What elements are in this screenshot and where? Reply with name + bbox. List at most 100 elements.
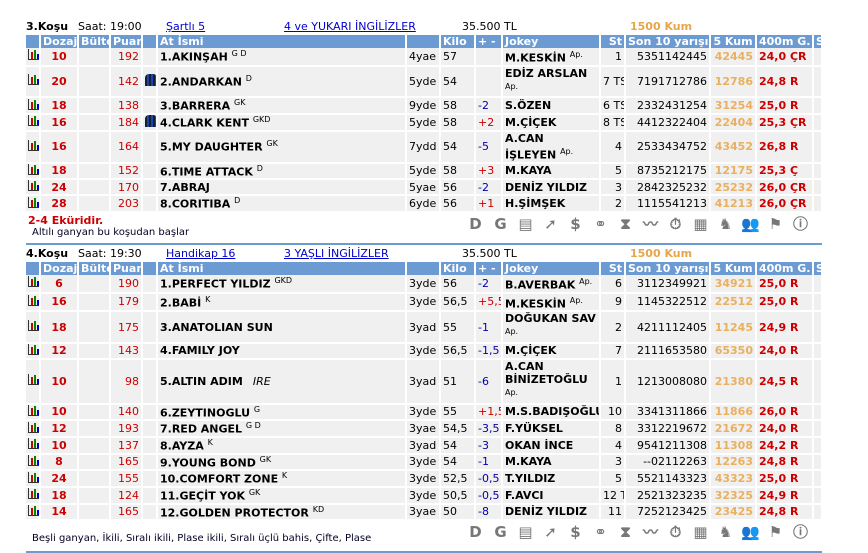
horse-row[interactable]: 28 203 8.CORITIBA D 6yde 56 +1 H.ŞİMŞEK 2 111554… <box>26 195 823 213</box>
column-header[interactable] <box>26 35 41 48</box>
horse-name[interactable]: 11.GEÇİT YOK <box>160 489 245 503</box>
jockey-name[interactable]: M.KAYA <box>505 455 552 469</box>
bar-chart-icon[interactable] <box>28 488 38 500</box>
jockey-name[interactable]: EDİZ ARSLAN <box>505 66 588 80</box>
bar-chart-icon[interactable] <box>28 139 38 151</box>
column-header[interactable]: Puan <box>110 262 143 275</box>
column-header[interactable]: 400m G. <box>756 262 814 275</box>
jockey-name[interactable]: M.ÇİÇEK <box>505 115 557 129</box>
dollar-icon[interactable]: $ <box>570 523 581 542</box>
column-header[interactable]: St <box>600 35 626 48</box>
bar-chart-icon[interactable] <box>28 74 38 86</box>
jockey-cell[interactable]: H.ŞİMŞEK <box>502 195 601 213</box>
bar-chart-icon[interactable] <box>28 320 38 332</box>
d-icon[interactable]: D <box>469 214 482 233</box>
jockey-cell[interactable]: T.YILDIZ <box>502 470 601 488</box>
column-header[interactable]: Dozaj <box>40 262 79 275</box>
column-header[interactable]: Kilo <box>440 35 476 48</box>
horse-row[interactable]: 20 142 2.ANDARKAN D 5yde 54 EDİZ ARSLAN Ap. 7 … <box>26 65 823 99</box>
bar-chart-icon[interactable] <box>28 196 38 208</box>
horse-row[interactable]: 6 190 1.PERFECT YILDIZ GKD 3yde 56 -2 B.AVERBA… <box>26 275 823 294</box>
horse-name[interactable]: 2.ANDARKAN <box>160 75 242 89</box>
horse-name-cell[interactable]: 1.PERFECT YILDIZ GKD <box>157 275 407 294</box>
stats-cell[interactable] <box>26 195 41 213</box>
horse-row[interactable]: 24 170 7.ABRAJ 5yae 56 -2 DENİZ YILDIZ 3 2842325… <box>26 179 823 197</box>
bar-chart-icon[interactable] <box>28 180 38 192</box>
horse-row[interactable]: 18 175 3.ANATOLIAN SUN 3yad 55 -1 DOĞUKAN SAV … <box>26 311 823 344</box>
column-header[interactable] <box>406 35 441 48</box>
race-group-link[interactable]: 3 YAŞLI İNGİLİZLER <box>284 247 389 260</box>
column-header[interactable]: Kilo <box>440 262 476 275</box>
horse-name-cell[interactable]: 4.FAMILY JOY <box>157 342 407 360</box>
stats-cell[interactable] <box>26 65 41 99</box>
binoculars-icon[interactable]: ⚭ <box>594 214 607 233</box>
stats-cell[interactable] <box>26 311 41 344</box>
jockey-icon[interactable]: ⚑ <box>768 214 783 233</box>
horse-row[interactable]: 16 164 5.MY DAUGHTER GK 7ydd 54 -5 A.CAN İŞLEY… <box>26 130 823 164</box>
horse-name-cell[interactable]: 9.YOUNG BOND GK <box>157 453 407 472</box>
horse-name-cell[interactable]: 10.COMFORT ZONE K <box>157 470 407 488</box>
horse-row[interactable]: 18 152 6.TIME ATTACK D 5yde 58 +3 M.KAYA 5 87352… <box>26 162 823 181</box>
jockey-cell[interactable]: A.CAN İŞLEYEN Ap. <box>502 130 601 164</box>
jockey-cell[interactable]: M.S.BADIŞOĞLU <box>502 403 601 422</box>
bar-chart-icon[interactable] <box>28 504 38 516</box>
horse-name[interactable]: 1.PERFECT YILDIZ <box>160 277 271 291</box>
stats-cell[interactable] <box>26 113 41 132</box>
column-header[interactable]: S <box>813 262 823 275</box>
binoculars-icon[interactable]: ⚭ <box>594 523 607 542</box>
horse-name[interactable]: 8.CORITIBA <box>160 197 231 211</box>
column-header[interactable]: S <box>813 35 823 48</box>
horse-row[interactable]: 8 165 9.YOUNG BOND GK 3yde 54 -1 M.KAYA 3 --0211… <box>26 453 823 472</box>
horse-name[interactable]: 10.COMFORT ZONE <box>160 472 279 486</box>
horse-name-cell[interactable]: 11.GEÇİT YOK GK <box>157 486 407 505</box>
stats-cell[interactable] <box>26 470 41 488</box>
bar-chart-icon[interactable] <box>28 115 38 127</box>
stopwatch-icon[interactable]: ⏱ <box>669 523 682 542</box>
horse-name-cell[interactable]: 12.GOLDEN PROTECTOR KD <box>157 503 407 522</box>
column-header[interactable]: St <box>600 262 626 275</box>
calculator-icon[interactable]: ▦ <box>693 523 708 542</box>
stats-cell[interactable] <box>26 97 41 115</box>
horse-name[interactable]: 7.RED ANGEL <box>160 422 243 436</box>
jockey-cell[interactable]: M.KAYA <box>502 453 601 472</box>
stats-cell[interactable] <box>26 275 41 294</box>
horse-name-cell[interactable]: 6.ZEYTINOGLU G <box>157 403 407 422</box>
column-header[interactable] <box>26 262 41 275</box>
horse-name[interactable]: 1.AKINŞAH <box>160 50 228 64</box>
jockey-name[interactable]: M.ÇİÇEK <box>505 344 557 358</box>
trend-icon[interactable]: ➚ <box>544 214 557 233</box>
horse-icon[interactable]: ♞ <box>718 523 733 542</box>
horse-name[interactable]: 6.TIME ATTACK <box>160 165 253 179</box>
horse-name-cell[interactable]: 4.CLARK KENT GKD <box>157 113 407 132</box>
horse-name[interactable]: 4.CLARK KENT <box>160 116 249 130</box>
column-header[interactable]: Bülten <box>78 262 111 275</box>
horse-name[interactable]: 5.ALTIN ADIM <box>160 374 243 388</box>
horse-name-cell[interactable]: 3.ANATOLIAN SUN <box>157 311 407 344</box>
horse-name-cell[interactable]: 6.TIME ATTACK D <box>157 162 407 181</box>
dollar-icon[interactable]: $ <box>570 214 581 233</box>
jockey-cell[interactable]: OKAN İNCE <box>502 436 601 455</box>
people-icon[interactable]: 👥 <box>741 523 760 542</box>
form-icon[interactable]: ▤ <box>518 523 533 542</box>
bar-chart-icon[interactable] <box>28 49 38 61</box>
horse-name[interactable]: 9.YOUNG BOND <box>160 456 256 470</box>
hourglass-icon[interactable]: ⧗ <box>620 214 631 233</box>
horse-name-cell[interactable]: 2.ANDARKAN D <box>157 65 407 99</box>
jockey-cell[interactable]: F.YÜKSEL <box>502 420 601 438</box>
column-header[interactable]: Jokey <box>502 262 601 275</box>
column-header[interactable]: 5 Kum <box>710 35 757 48</box>
horse-row[interactable]: 18 124 11.GEÇİT YOK GK 3yde 50,5 -0,5 F.AVCI 12… <box>26 486 823 505</box>
horse-name-cell[interactable]: 7.ABRAJ <box>157 179 407 197</box>
stats-cell[interactable] <box>26 162 41 181</box>
line-chart-icon[interactable]: 〰 <box>642 214 658 233</box>
column-header[interactable]: + - <box>475 35 503 48</box>
horse-row[interactable]: 10 98 5.ALTIN ADIM IRE 3yad 51 -6 A.CAN BİNİZET… <box>26 358 823 405</box>
jockey-name[interactable]: S.ÖZEN <box>505 99 552 113</box>
race-group-link[interactable]: 4 ve YUKARI İNGİLİZLER <box>284 20 416 33</box>
jockey-name[interactable]: B.AVERBAK <box>505 278 576 292</box>
horse-name-cell[interactable]: 5.MY DAUGHTER GK <box>157 130 407 164</box>
jockey-name[interactable]: DOĞUKAN SAV <box>505 312 596 326</box>
column-header[interactable] <box>142 262 158 275</box>
horse-icon[interactable]: ♞ <box>718 214 733 233</box>
